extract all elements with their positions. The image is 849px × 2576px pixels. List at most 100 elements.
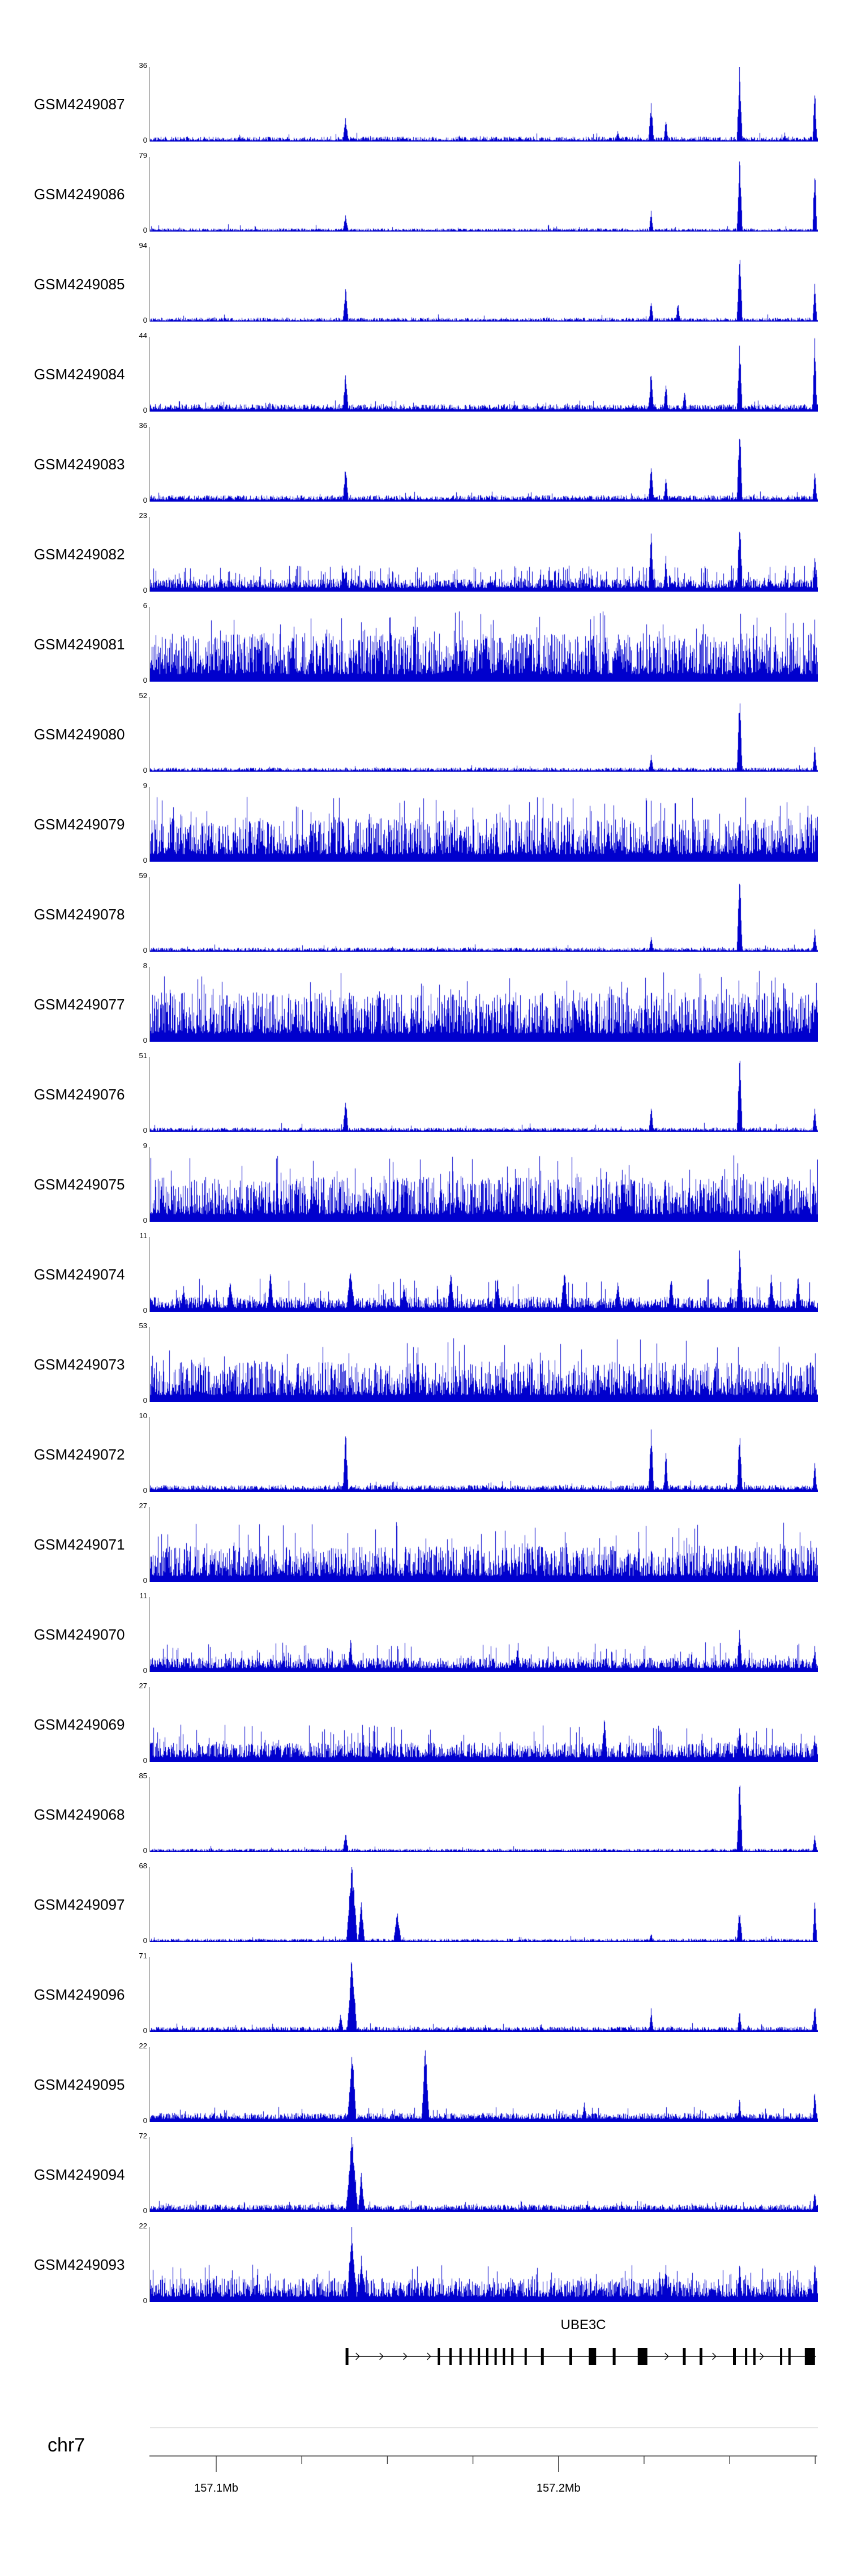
coverage-signal-plot	[150, 1777, 818, 1852]
y-axis-zero-label: 0	[143, 1756, 147, 1765]
y-axis-zero-label: 0	[143, 316, 147, 324]
coverage-track: GSM4249085 94 0	[0, 232, 849, 324]
y-axis	[149, 877, 150, 952]
coverage-signal-plot	[150, 697, 818, 772]
y-axis-zero-label: 0	[143, 1576, 147, 1585]
coverage-signal-plot	[150, 337, 818, 412]
gene-name-label: UBE3C	[560, 2317, 606, 2333]
coverage-track: GSM4249075 9 0	[0, 1132, 849, 1224]
y-axis	[149, 337, 150, 412]
coverage-signal-plot	[150, 2047, 818, 2122]
coverage-signal-plot	[150, 1057, 818, 1132]
y-axis-zero-label: 0	[143, 766, 147, 774]
coverage-signal-plot	[150, 517, 818, 592]
coverage-track: GSM4249096 71 0	[0, 1942, 849, 2035]
coverage-signal-plot	[150, 2137, 818, 2212]
y-axis-zero-label: 0	[143, 1126, 147, 1135]
y-axis	[149, 427, 150, 502]
y-axis-zero-label: 0	[143, 1666, 147, 1675]
coverage-track: GSM4249079 9 0	[0, 772, 849, 864]
y-axis-max-label: 85	[139, 1771, 147, 1780]
y-axis-max-label: 71	[139, 1952, 147, 1960]
y-axis-max-label: 6	[143, 601, 147, 610]
coverage-signal-plot	[150, 967, 818, 1042]
y-axis-zero-label: 0	[143, 136, 147, 144]
track-label: GSM4249097	[34, 1896, 125, 1913]
track-label: GSM4249068	[34, 1806, 125, 1823]
y-axis-max-label: 44	[139, 331, 147, 340]
coverage-track: GSM4249076 51 0	[0, 1042, 849, 1135]
y-axis-max-label: 94	[139, 241, 147, 250]
coverage-track: GSM4249072 10 0	[0, 1402, 849, 1494]
coverage-signal-plot	[150, 877, 818, 952]
y-axis-max-label: 11	[139, 1591, 148, 1600]
y-axis-max-label: 10	[139, 1411, 147, 1420]
coverage-track: GSM4249073 53 0	[0, 1312, 849, 1405]
coverage-track: GSM4249084 44 0	[0, 322, 849, 414]
coverage-track: GSM4249083 36 0	[0, 412, 849, 504]
track-label: GSM4249087	[34, 96, 125, 113]
coverage-signal-plot	[150, 1147, 818, 1222]
axis-tick-label: 157.2Mb	[537, 2482, 581, 2494]
coverage-signal-plot	[150, 1417, 818, 1492]
y-axis-max-label: 72	[139, 2132, 147, 2140]
y-axis-zero-label: 0	[143, 1936, 147, 1945]
track-label: GSM4249069	[34, 1716, 125, 1733]
y-axis-zero-label: 0	[143, 1846, 147, 1855]
y-axis	[149, 517, 150, 592]
track-label: GSM4249093	[34, 2256, 125, 2273]
coverage-track: GSM4249081 6 0	[0, 592, 849, 684]
coverage-signal-plot	[150, 1687, 818, 1762]
axis-tick-label: 157.1Mb	[194, 2482, 238, 2494]
coverage-track: GSM4249077 8 0	[0, 952, 849, 1044]
coverage-signal-plot	[150, 1237, 818, 1312]
track-label: GSM4249086	[34, 186, 125, 203]
coverage-track: GSM4249080 52 0	[0, 682, 849, 774]
y-axis	[149, 2137, 150, 2212]
y-axis-max-label: 36	[139, 61, 147, 70]
y-axis	[149, 1777, 150, 1852]
y-axis-max-label: 11	[139, 1231, 148, 1240]
y-axis-max-label: 27	[139, 1501, 147, 1510]
y-axis-max-label: 51	[139, 1051, 147, 1060]
track-label: GSM4249077	[34, 996, 125, 1013]
y-axis	[149, 1237, 150, 1312]
y-axis	[149, 67, 150, 142]
y-axis	[149, 1597, 150, 1672]
coverage-track: GSM4249095 22 0	[0, 2032, 849, 2124]
y-axis-zero-label: 0	[143, 496, 147, 504]
track-label: GSM4249070	[34, 1626, 125, 1643]
coverage-track: GSM4249093 22 0	[0, 2213, 849, 2305]
y-axis-zero-label: 0	[143, 586, 147, 594]
y-axis	[149, 1327, 150, 1402]
y-axis-max-label: 59	[139, 871, 147, 880]
y-axis-max-label: 9	[143, 1141, 147, 1150]
y-axis-zero-label: 0	[143, 2296, 147, 2305]
coverage-track: GSM4249070 11 0	[0, 1582, 849, 1675]
coverage-track: GSM4249086 79 0	[0, 142, 849, 234]
y-axis-zero-label: 0	[143, 1306, 147, 1315]
track-label: GSM4249078	[34, 906, 125, 923]
coverage-track: GSM4249087 36 0	[0, 52, 849, 144]
track-label: GSM4249071	[34, 1536, 125, 1553]
coverage-signal-plot	[150, 1957, 818, 2032]
y-axis-max-label: 36	[139, 421, 147, 430]
track-label: GSM4249074	[34, 1266, 125, 1283]
y-axis-zero-label: 0	[143, 1396, 147, 1405]
y-axis	[149, 1507, 150, 1582]
y-axis	[149, 1147, 150, 1222]
coverage-signal-plot	[150, 1867, 818, 1942]
y-axis	[149, 967, 150, 1042]
coverage-track: GSM4249068 85 0	[0, 1762, 849, 1855]
y-axis-zero-label: 0	[143, 406, 147, 414]
coverage-track: GSM4249082 23 0	[0, 502, 849, 594]
y-axis-max-label: 22	[139, 2042, 147, 2050]
y-axis	[149, 607, 150, 682]
y-axis-max-label: 53	[139, 1321, 147, 1330]
coverage-signal-plot	[150, 247, 818, 322]
track-label: GSM4249079	[34, 816, 125, 833]
coverage-track: GSM4249071 27 0	[0, 1492, 849, 1585]
y-axis-zero-label: 0	[143, 2026, 147, 2035]
y-axis	[149, 697, 150, 772]
